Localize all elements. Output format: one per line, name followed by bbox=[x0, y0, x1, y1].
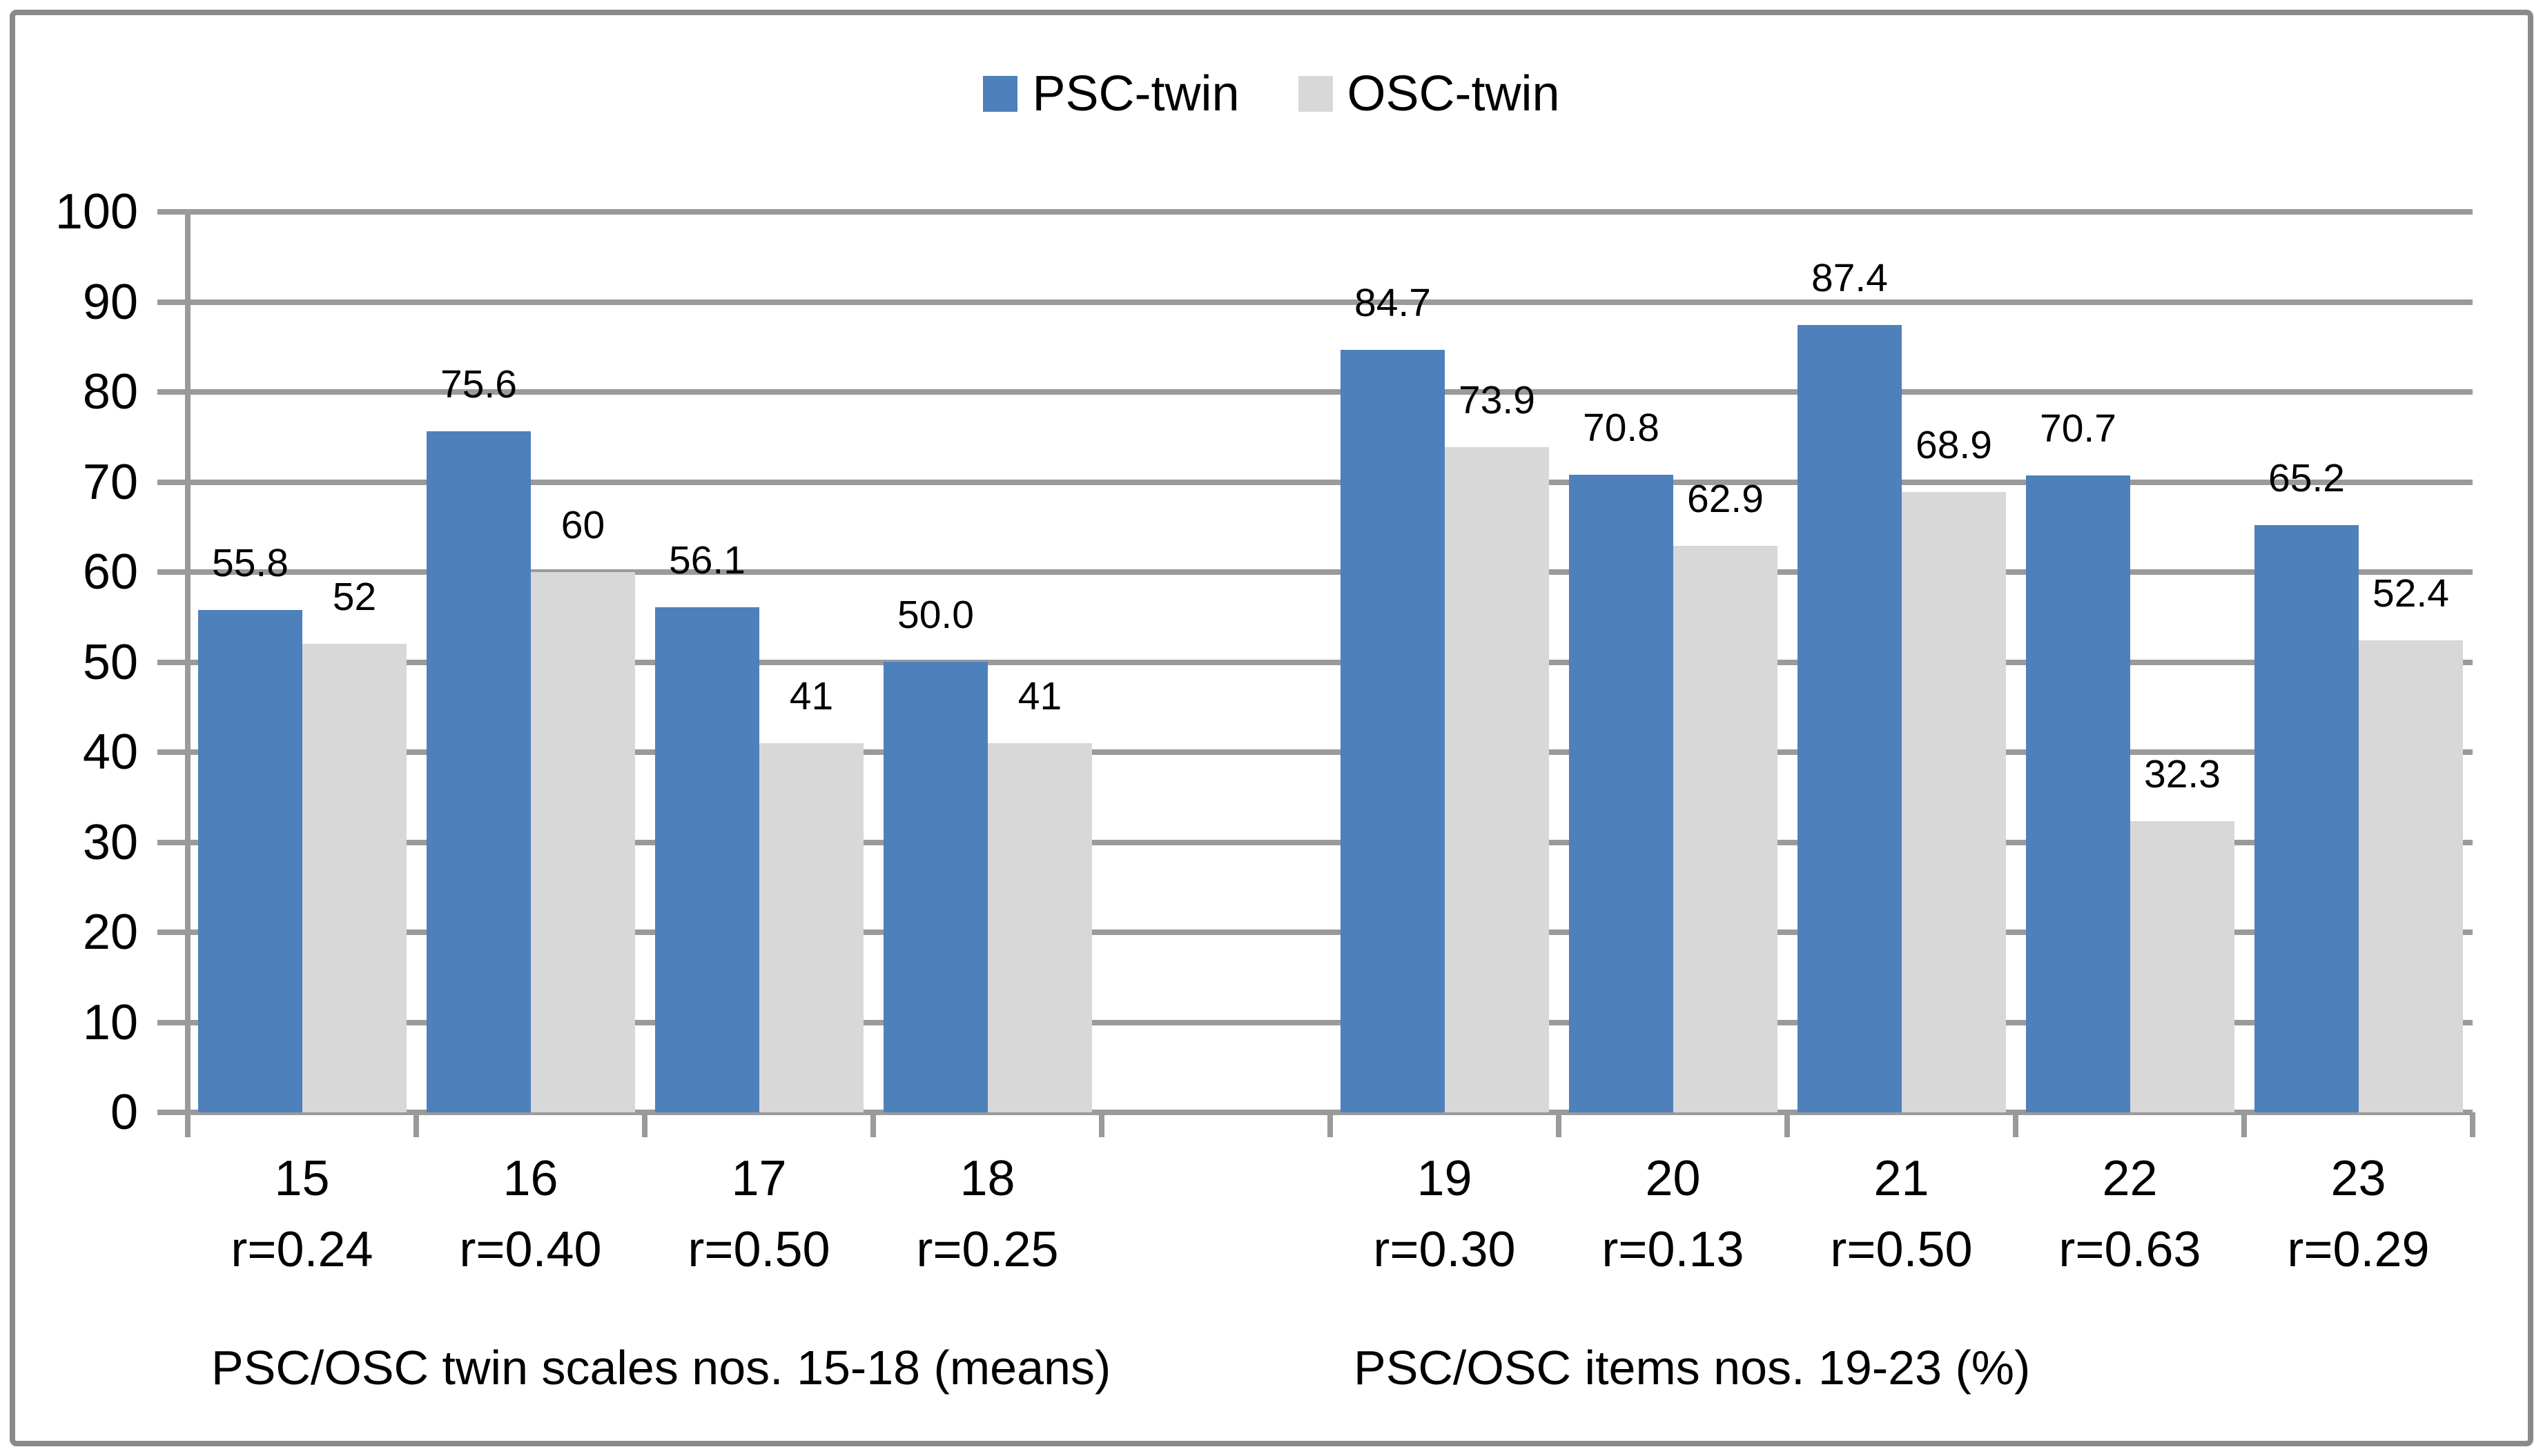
x-axis-tick bbox=[185, 1112, 191, 1137]
y-axis-tick-label: 10 bbox=[82, 994, 138, 1050]
group-axis-label: PSC/OSC items nos. 19-23 (%) bbox=[1354, 1341, 2031, 1395]
y-axis-tick-label: 30 bbox=[82, 814, 138, 870]
bar-value-label: 75.6 bbox=[440, 362, 517, 406]
x-axis-tick bbox=[2470, 1112, 2475, 1137]
bar-value-label: 50.0 bbox=[897, 593, 974, 637]
correlation-label: r=0.63 bbox=[2058, 1222, 2201, 1277]
gridline-60 bbox=[157, 569, 2473, 575]
y-axis-tick-label: 90 bbox=[82, 274, 138, 330]
bar-value-label: 68.9 bbox=[1916, 423, 1992, 467]
x-axis-category-label: 21 bbox=[1873, 1151, 1929, 1206]
bar-value-label: 84.7 bbox=[1354, 281, 1431, 325]
bar-value-label: 55.8 bbox=[212, 541, 289, 585]
psc-twin-swatch-icon bbox=[983, 76, 1018, 112]
x-axis-tick bbox=[870, 1112, 876, 1137]
bar-psc-twin-22 bbox=[2026, 475, 2130, 1112]
bar-osc-twin-19 bbox=[1445, 447, 1549, 1112]
chart-legend: PSC-twin OSC-twin bbox=[0, 69, 2543, 119]
bar-psc-twin-19 bbox=[1341, 350, 1445, 1112]
x-axis-tick bbox=[1556, 1112, 1561, 1137]
correlation-label: r=0.40 bbox=[459, 1222, 602, 1277]
correlation-label: r=0.50 bbox=[688, 1222, 830, 1277]
x-axis-tick bbox=[413, 1112, 419, 1137]
bar-psc-twin-23 bbox=[2254, 525, 2359, 1112]
bar-osc-twin-18 bbox=[988, 743, 1092, 1112]
gridline-20 bbox=[157, 929, 2473, 935]
x-axis-category-label: 17 bbox=[731, 1151, 787, 1206]
bar-value-label: 32.3 bbox=[2144, 752, 2221, 796]
x-axis-category-label: 19 bbox=[1416, 1151, 1472, 1206]
correlation-label: r=0.24 bbox=[231, 1222, 373, 1277]
gridline-30 bbox=[157, 839, 2473, 845]
legend-label-psc-twin: PSC-twin bbox=[1032, 66, 1240, 121]
bar-value-label: 87.4 bbox=[1811, 256, 1888, 300]
x-axis-tick bbox=[642, 1112, 647, 1137]
gridline-40 bbox=[157, 749, 2473, 755]
bar-psc-twin-16 bbox=[427, 431, 531, 1112]
bar-psc-twin-15 bbox=[198, 610, 302, 1112]
x-axis-category-label: 23 bbox=[2330, 1151, 2386, 1206]
legend-label-osc-twin: OSC-twin bbox=[1347, 66, 1560, 121]
legend-item-psc-twin: PSC-twin bbox=[983, 66, 1240, 121]
y-axis-tick-label: 40 bbox=[82, 725, 138, 780]
bar-psc-twin-20 bbox=[1569, 475, 1673, 1112]
group-axis-label: PSC/OSC twin scales nos. 15-18 (means) bbox=[211, 1341, 1111, 1395]
x-axis-category-label: 15 bbox=[274, 1151, 330, 1206]
y-axis-tick-label: 50 bbox=[82, 634, 138, 690]
bar-osc-twin-22 bbox=[2130, 821, 2234, 1112]
legend-item-osc-twin: OSC-twin bbox=[1298, 69, 1560, 119]
bar-osc-twin-15 bbox=[302, 644, 407, 1112]
y-axis-tick-label: 100 bbox=[55, 184, 138, 239]
bar-value-label: 52.4 bbox=[2373, 571, 2449, 616]
osc-twin-swatch-icon bbox=[1298, 76, 1333, 112]
gridline-50 bbox=[157, 659, 2473, 665]
bar-value-label: 41 bbox=[789, 674, 834, 718]
x-axis-tick bbox=[1784, 1112, 1790, 1137]
bar-value-label: 70.7 bbox=[2040, 406, 2116, 451]
bar-value-label: 70.8 bbox=[1583, 406, 1659, 450]
y-axis-tick-label: 70 bbox=[82, 454, 138, 510]
correlation-label: r=0.13 bbox=[1601, 1222, 1744, 1277]
bar-value-label: 60 bbox=[561, 503, 605, 547]
bar-osc-twin-17 bbox=[759, 743, 864, 1112]
correlation-label: r=0.50 bbox=[1830, 1222, 1973, 1277]
y-axis-tick-label: 80 bbox=[82, 364, 138, 420]
y-axis-tick-label: 20 bbox=[82, 905, 138, 960]
bar-value-label: 41 bbox=[1017, 674, 1062, 718]
x-axis-category-label: 22 bbox=[2102, 1151, 2158, 1206]
y-axis-tick-label: 0 bbox=[110, 1085, 138, 1140]
x-axis-category-label: 16 bbox=[503, 1151, 558, 1206]
bar-value-label: 52 bbox=[332, 575, 377, 619]
bar-osc-twin-16 bbox=[531, 572, 635, 1112]
bar-value-label: 65.2 bbox=[2268, 456, 2345, 500]
gridline-100 bbox=[157, 209, 2473, 215]
gridline-10 bbox=[157, 1019, 2473, 1025]
x-axis-tick bbox=[1327, 1112, 1333, 1137]
bar-psc-twin-17 bbox=[655, 607, 759, 1112]
correlation-label: r=0.25 bbox=[916, 1222, 1059, 1277]
x-axis-category-label: 18 bbox=[959, 1151, 1015, 1206]
gridline-90 bbox=[157, 299, 2473, 305]
y-axis-tick-label: 60 bbox=[82, 544, 138, 600]
bar-value-label: 56.1 bbox=[669, 538, 746, 582]
bar-osc-twin-21 bbox=[1902, 492, 2006, 1112]
x-axis-tick bbox=[1099, 1112, 1104, 1137]
bar-value-label: 62.9 bbox=[1687, 477, 1764, 521]
bar-value-label: 73.9 bbox=[1459, 378, 1535, 422]
gridline-0 bbox=[157, 1110, 2473, 1115]
bar-psc-twin-21 bbox=[1797, 325, 1902, 1112]
correlation-label: r=0.29 bbox=[2287, 1222, 2430, 1277]
correlation-label: r=0.30 bbox=[1373, 1222, 1516, 1277]
x-axis-tick bbox=[2241, 1112, 2247, 1137]
plot-area: 55.8 52 75.6 60 56.1 41 50.0 41 84.7 73.9 70.8 62.9… bbox=[157, 209, 2475, 1137]
x-axis-tick bbox=[2013, 1112, 2018, 1137]
x-axis-category-label: 20 bbox=[1645, 1151, 1701, 1206]
bar-osc-twin-23 bbox=[2359, 640, 2463, 1112]
bar-psc-twin-18 bbox=[884, 662, 988, 1112]
y-axis-line bbox=[185, 212, 191, 1137]
bar-osc-twin-20 bbox=[1673, 546, 1777, 1112]
gridline-80 bbox=[157, 389, 2473, 395]
gridline-70 bbox=[157, 479, 2473, 485]
